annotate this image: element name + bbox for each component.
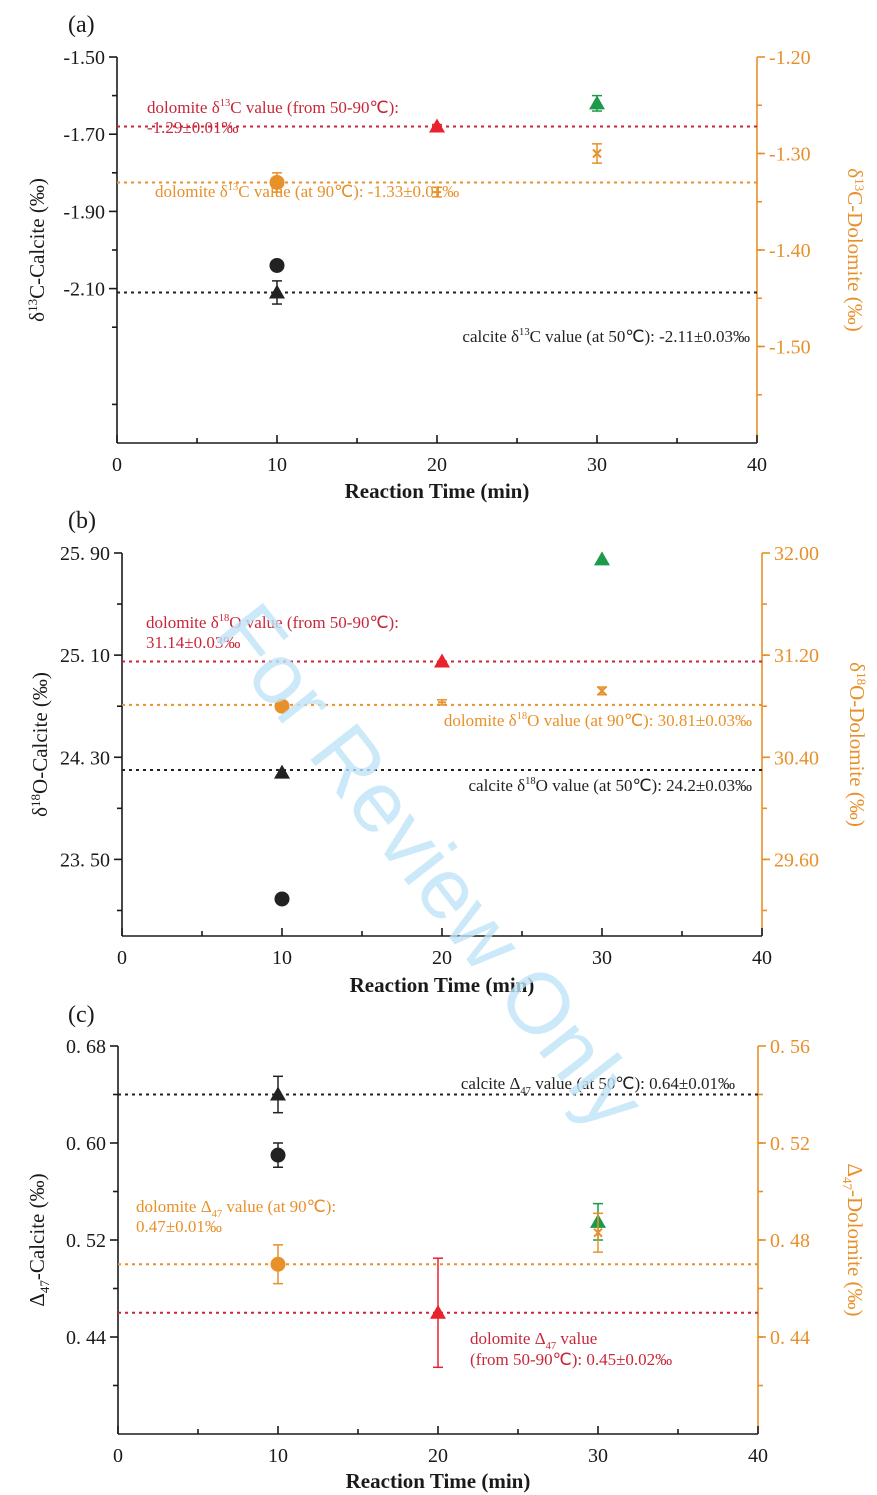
data-point-triangle — [429, 118, 445, 133]
x-tick-label: 30 — [588, 1445, 608, 1467]
x-axis-label: Reaction Time (min) — [350, 973, 535, 997]
y-right-tick-label: 0. 56 — [770, 1036, 810, 1058]
data-point-triangle — [430, 1304, 446, 1319]
x-tick-label: 40 — [752, 947, 772, 969]
reference-line-label: dolomite Δ47​ value (at 90℃): — [136, 1197, 336, 1220]
reference-line-label: dolomite δ13​C value (from 50-90℃): — [147, 98, 399, 117]
x-tick-label: 0 — [112, 454, 122, 476]
x-tick-label: 30 — [587, 454, 607, 476]
y-right-tick-label: -1.40 — [769, 240, 811, 262]
y-right-tick-label: 29.60 — [774, 849, 819, 871]
data-point-circle — [269, 174, 285, 190]
data-point-triangle — [274, 764, 290, 779]
y-right-tick-label: -1.30 — [769, 144, 811, 166]
data-point-triangle — [269, 284, 285, 299]
y-left-tick-label: 25. 90 — [60, 543, 110, 565]
y-right-tick-label: 0. 52 — [770, 1133, 810, 1155]
panel-label: (b) — [68, 508, 96, 534]
y-left-axis-label: Δ47​-Calcite (‰) — [25, 1173, 52, 1306]
y-right-axis-label: δ18​O-Dolomite (‰) — [845, 662, 869, 827]
x-tick-label: 30 — [592, 947, 612, 969]
reference-line-label: calcite Δ47​ value (at 50℃): 0.64±0.01‰ — [461, 1074, 735, 1097]
y-right-tick-label: -1.20 — [769, 47, 811, 69]
y-left-tick-label: 0. 52 — [66, 1230, 106, 1252]
data-point-circle — [274, 698, 290, 714]
y-left-tick-label: 0. 44 — [66, 1327, 106, 1349]
y-left-tick-label: 25. 10 — [60, 645, 110, 667]
data-point-circle — [269, 257, 285, 273]
panel-label: (a) — [68, 12, 95, 38]
reference-line-label: dolomite δ13​C value (at 90℃): -1.33±0.0… — [155, 182, 459, 201]
x-axis-label: Reaction Time (min) — [346, 1469, 531, 1493]
data-point-cross — [593, 1228, 603, 1238]
x-tick-label: 10 — [267, 454, 287, 476]
x-tick-label: 10 — [272, 947, 292, 969]
y-right-tick-label: 32.00 — [774, 543, 819, 565]
x-tick-label: 20 — [432, 947, 452, 969]
y-right-tick-label: 31.20 — [774, 645, 819, 667]
data-point-circle — [270, 1147, 286, 1163]
data-point-cross — [592, 148, 602, 159]
reference-line-label: calcite δ13​C value (at 50℃): -2.11±0.03… — [462, 327, 750, 346]
y-right-tick-label: 30.40 — [774, 747, 819, 769]
data-point-triangle — [434, 653, 450, 668]
y-right-tick-label: 0. 44 — [770, 1327, 810, 1349]
y-left-tick-label: -1.90 — [63, 201, 105, 223]
panel-label: (c) — [68, 1002, 95, 1028]
x-tick-label: 10 — [268, 1445, 288, 1467]
y-left-tick-label: 0. 68 — [66, 1036, 106, 1058]
data-point-circle — [274, 891, 290, 907]
x-tick-label: 40 — [748, 1445, 768, 1467]
y-left-tick-label: 0. 60 — [66, 1133, 106, 1155]
reference-line-label: (from 50-90℃): 0.45±0.02‰ — [470, 1350, 672, 1369]
y-left-tick-label: -2.10 — [63, 279, 105, 301]
y-left-tick-label: -1.70 — [63, 124, 105, 146]
chart-panel-1: (a) 0 10 20 30 40 -1.50 -1.70 -1.90 -2.10 -1.20 -1.… — [25, 12, 867, 503]
y-right-tick-label: -1.50 — [769, 337, 811, 359]
data-point-triangle — [594, 551, 610, 566]
x-axis-label: Reaction Time (min) — [345, 479, 530, 503]
reference-line-label: 0.47±0.01‰ — [136, 1217, 222, 1236]
y-left-axis-label: δ13​C-Calcite (‰) — [25, 178, 49, 322]
reference-line-label: dolomite Δ47​ value — [470, 1329, 597, 1352]
reference-line-label: dolomite δ18​O value (from 50-90℃): — [146, 613, 399, 632]
x-tick-label: 20 — [428, 1445, 448, 1467]
y-left-tick-label: -1.50 — [63, 47, 105, 69]
watermark: For Review Only — [197, 586, 664, 1146]
y-right-tick-label: 0. 48 — [770, 1230, 810, 1252]
reference-line-label: calcite δ18​O value (at 50℃): 24.2±0.03‰ — [469, 776, 752, 795]
x-tick-label: 40 — [747, 454, 767, 476]
chart-panel-3: (c) 0 10 20 30 40 0. 68 0. 60 0. 52 0. 44 0. 56 0. … — [25, 1002, 867, 1493]
y-left-tick-label: 24. 30 — [60, 747, 110, 769]
y-right-axis-label: Δ47​-Dolomite (‰) — [840, 1163, 867, 1316]
x-tick-label: 20 — [427, 454, 447, 476]
reference-line-label: dolomite δ18​O value (at 90℃): 30.81±0.0… — [444, 711, 752, 730]
data-point-cross — [597, 686, 607, 696]
y-left-tick-label: 23. 50 — [60, 849, 110, 871]
x-tick-label: 0 — [113, 1445, 123, 1467]
reference-line-label: 31.14±0.03‰ — [146, 633, 240, 652]
y-left-axis-label: δ18​O-Calcite (‰) — [28, 672, 52, 817]
x-tick-label: 0 — [117, 947, 127, 969]
reference-line-label: -1.29±0.01‰ — [147, 118, 239, 137]
y-right-axis-label: δ13​C-Dolomite (‰) — [843, 168, 867, 331]
data-point-triangle — [589, 95, 605, 110]
data-point-triangle — [270, 1086, 286, 1101]
data-point-circle — [270, 1256, 286, 1272]
chart-panel-2: (b) 0 10 20 30 40 25. 90 25. 10 24. 30 23. 50 32.0… — [28, 508, 869, 997]
